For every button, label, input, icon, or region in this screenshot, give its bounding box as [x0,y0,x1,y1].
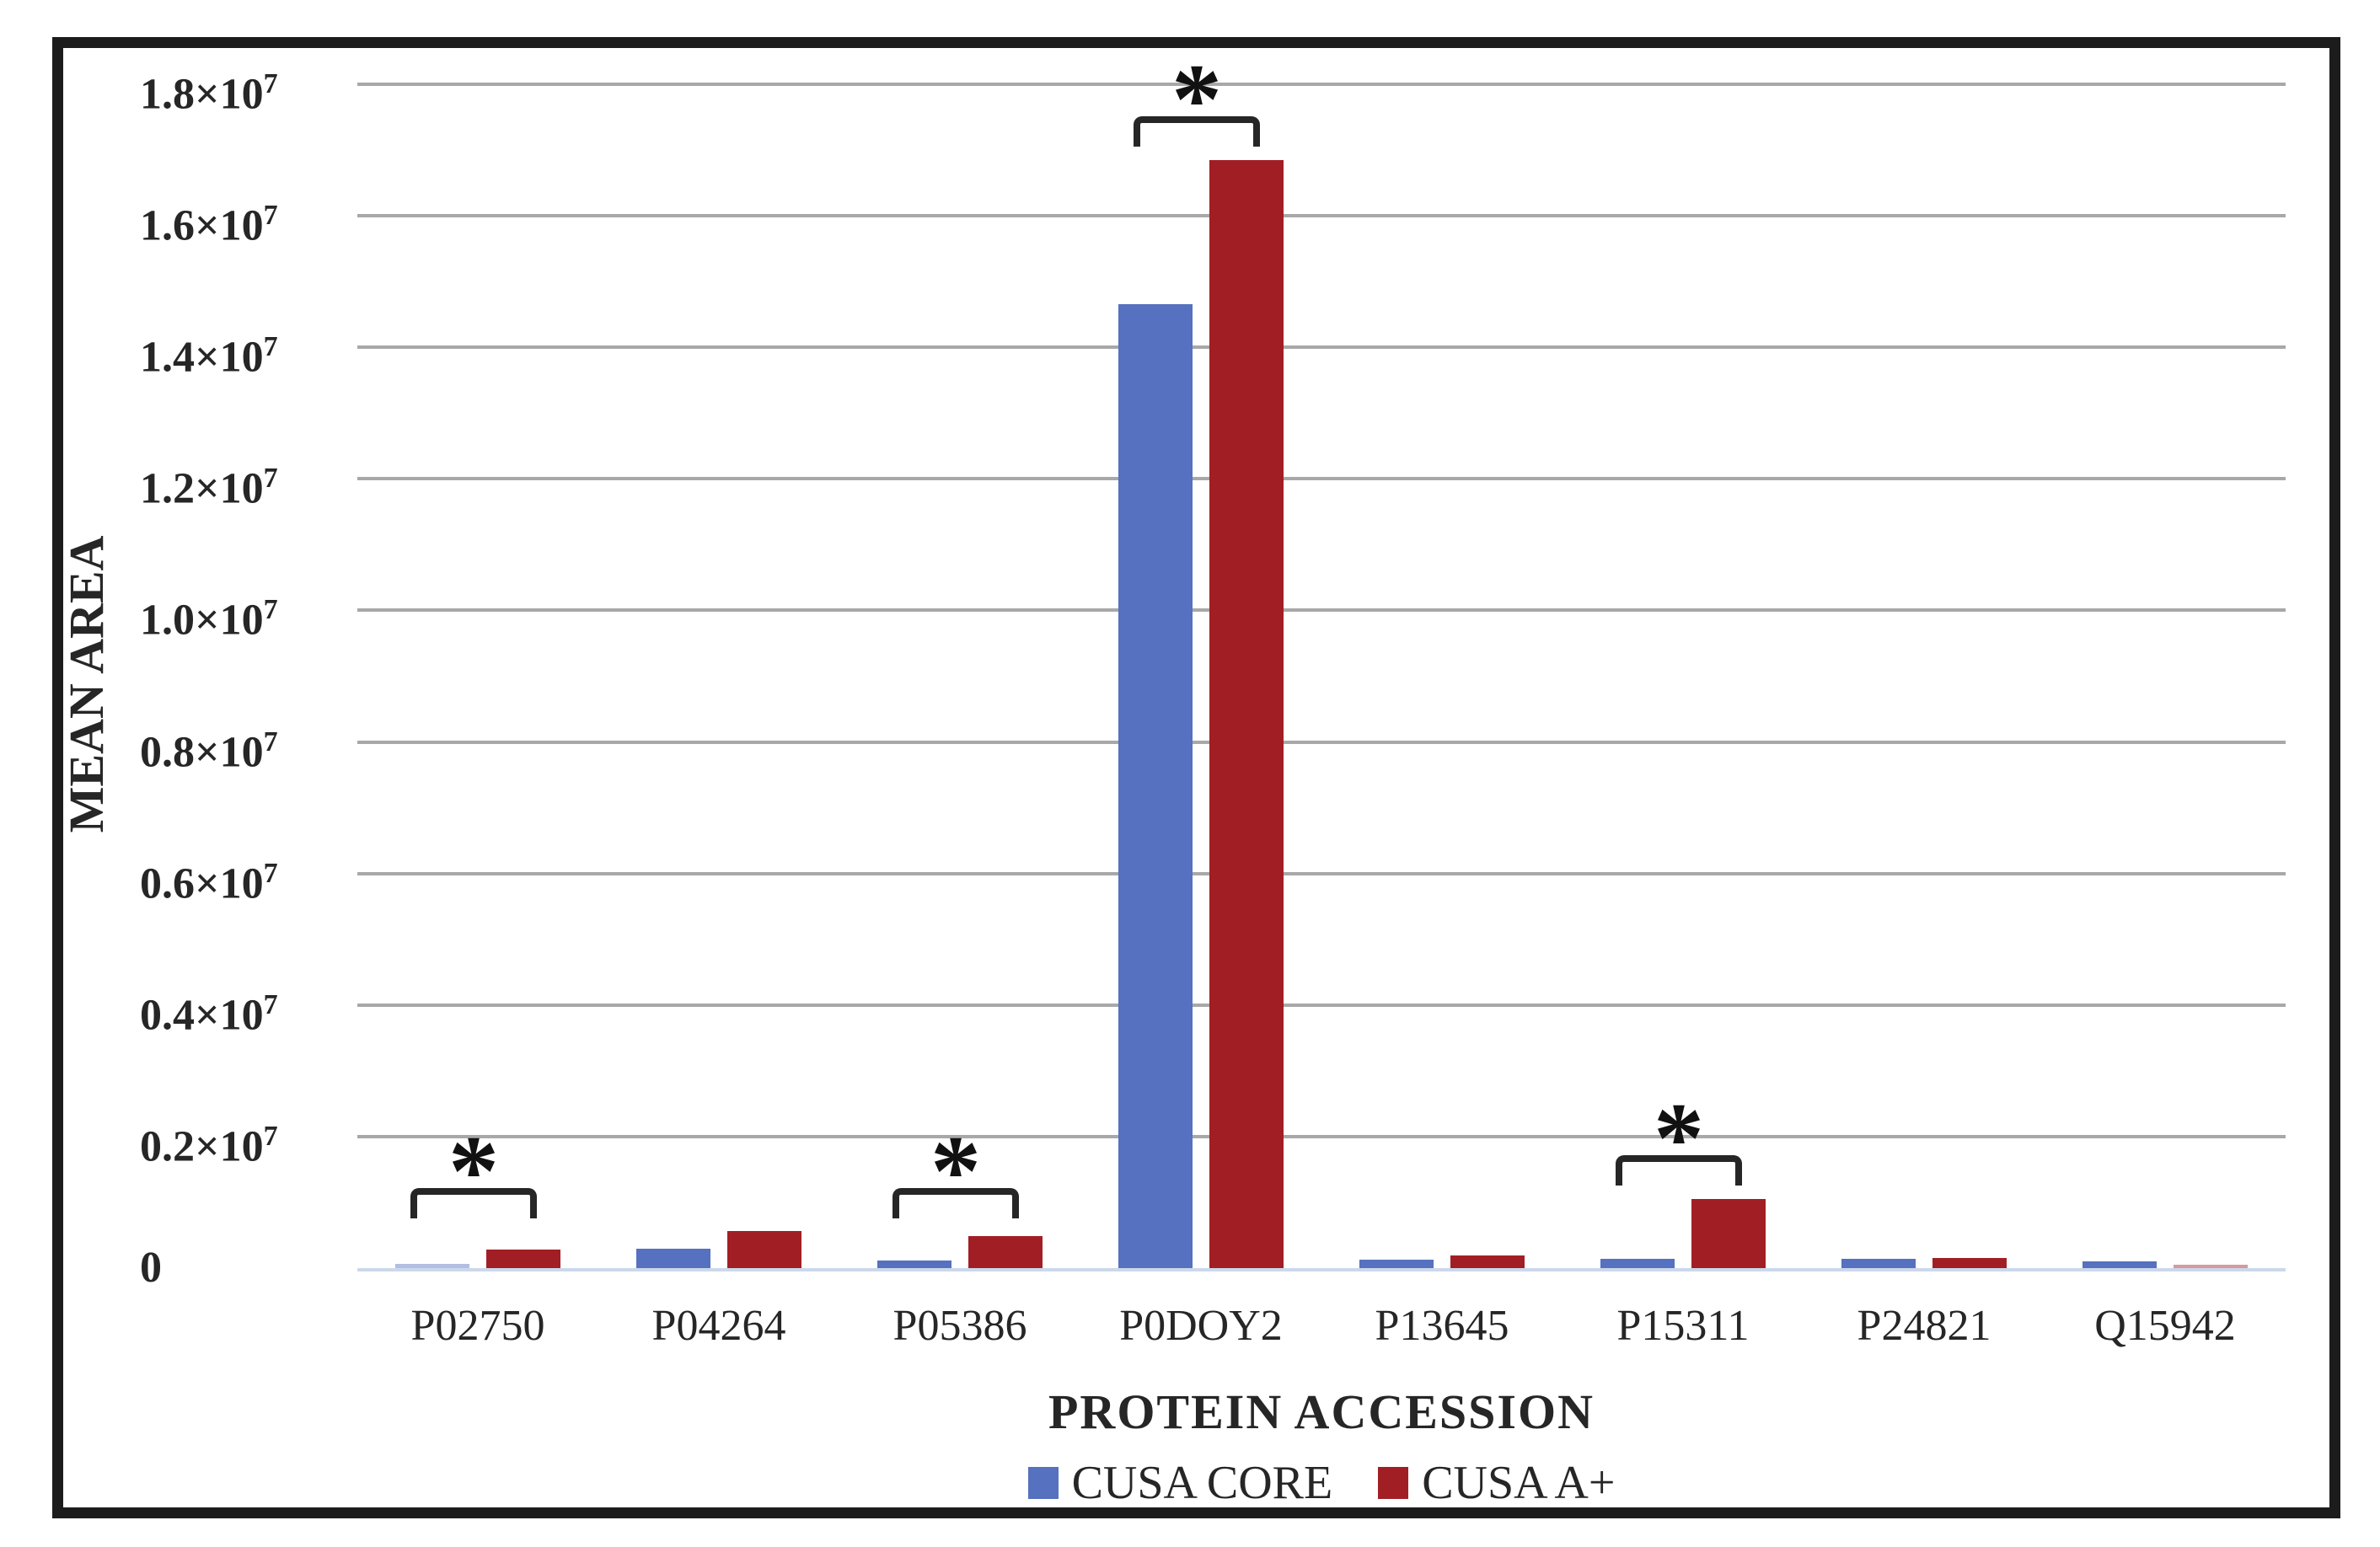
legend-item-cusa-core: CUSA CORE [1027,1456,1333,1510]
significance-asterisk-p02750: * [448,1115,499,1227]
bar-cusa-core-p24821 [1841,1259,1916,1268]
bar-cusa-a--p13645 [1450,1255,1525,1268]
y-tick-label: 1.2×107 [140,463,278,513]
y-axis-title: MEAN AREA [59,535,114,833]
legend: CUSA CORE CUSA A+ [357,1456,2286,1510]
x-axis-title: PROTEIN ACCESSION [1048,1384,1595,1439]
gridline [357,345,2286,350]
gridline [357,740,2286,744]
y-tick-label: 0.8×107 [140,725,278,776]
significance-bracket-p02750 [410,1188,537,1218]
gridline [357,871,2286,875]
gridline [357,83,2286,86]
legend-swatch-blue [1027,1467,1059,1499]
y-tick-label: 0 [140,1244,162,1292]
bar-cusa-a--p15311 [1691,1199,1766,1268]
bar-cusa-a--p04264 [727,1231,801,1268]
bar-cusa-core-p15311 [1600,1259,1675,1268]
bar-cusa-a--p24821 [1932,1258,2007,1268]
legend-item-cusa-aplus: CUSA A+ [1378,1456,1615,1510]
y-tick-label: 1.0×107 [140,594,278,645]
gridline [357,1003,2286,1007]
gridline [357,214,2286,218]
bar-cusa-core-p04264 [636,1248,710,1268]
significance-asterisk-p0doy2: * [1171,42,1222,155]
x-tick-label-p15311: P15311 [1616,1302,1750,1350]
bar-cusa-core-p0doy2 [1118,304,1193,1268]
y-tick-label: 0.2×107 [140,1120,278,1171]
bar-cusa-a--q15942 [2174,1265,2248,1268]
gridline [357,1134,2286,1138]
x-tick-label-p04264: P04264 [651,1302,786,1350]
x-tick-label-p05386: P05386 [892,1302,1027,1350]
bar-cusa-a--p0doy2 [1209,159,1284,1268]
chart-frame [52,37,2340,1518]
bar-cusa-core-q15942 [2082,1261,2157,1268]
y-tick-label: 0.4×107 [140,988,278,1040]
y-tick-label: 0.6×107 [140,857,278,907]
x-axis-line [357,1268,2286,1271]
legend-label-cusa-core: CUSA CORE [1071,1457,1333,1509]
x-tick-label-q15942: Q15942 [2094,1302,2236,1350]
significance-bracket-p0doy2 [1134,115,1260,147]
significance-asterisk-p05386: * [930,1115,981,1227]
bar-cusa-a--p02750 [486,1250,560,1268]
bar-cusa-a--p05386 [968,1235,1043,1268]
bar-cusa-core-p05386 [877,1260,951,1268]
gridline [357,608,2286,613]
significance-bracket-p15311 [1616,1155,1742,1186]
gridline [357,477,2286,481]
y-tick-label: 1.8×107 [140,68,278,119]
bar-cusa-core-p02750 [395,1263,469,1268]
legend-swatch-red [1378,1467,1409,1499]
x-tick-label-p02750: P02750 [410,1302,545,1350]
significance-asterisk-p15311: * [1654,1082,1704,1195]
significance-bracket-p05386 [892,1188,1019,1218]
y-tick-label: 1.6×107 [140,200,278,250]
x-tick-label-p13645: P13645 [1375,1302,1509,1350]
x-tick-label-p0doy2: P0DOY2 [1119,1302,1283,1350]
legend-label-cusa-aplus: CUSA A+ [1422,1457,1616,1509]
x-tick-label-p24821: P24821 [1857,1302,1991,1350]
bar-cusa-core-p13645 [1359,1259,1434,1268]
y-tick-label: 1.4×107 [140,331,278,382]
